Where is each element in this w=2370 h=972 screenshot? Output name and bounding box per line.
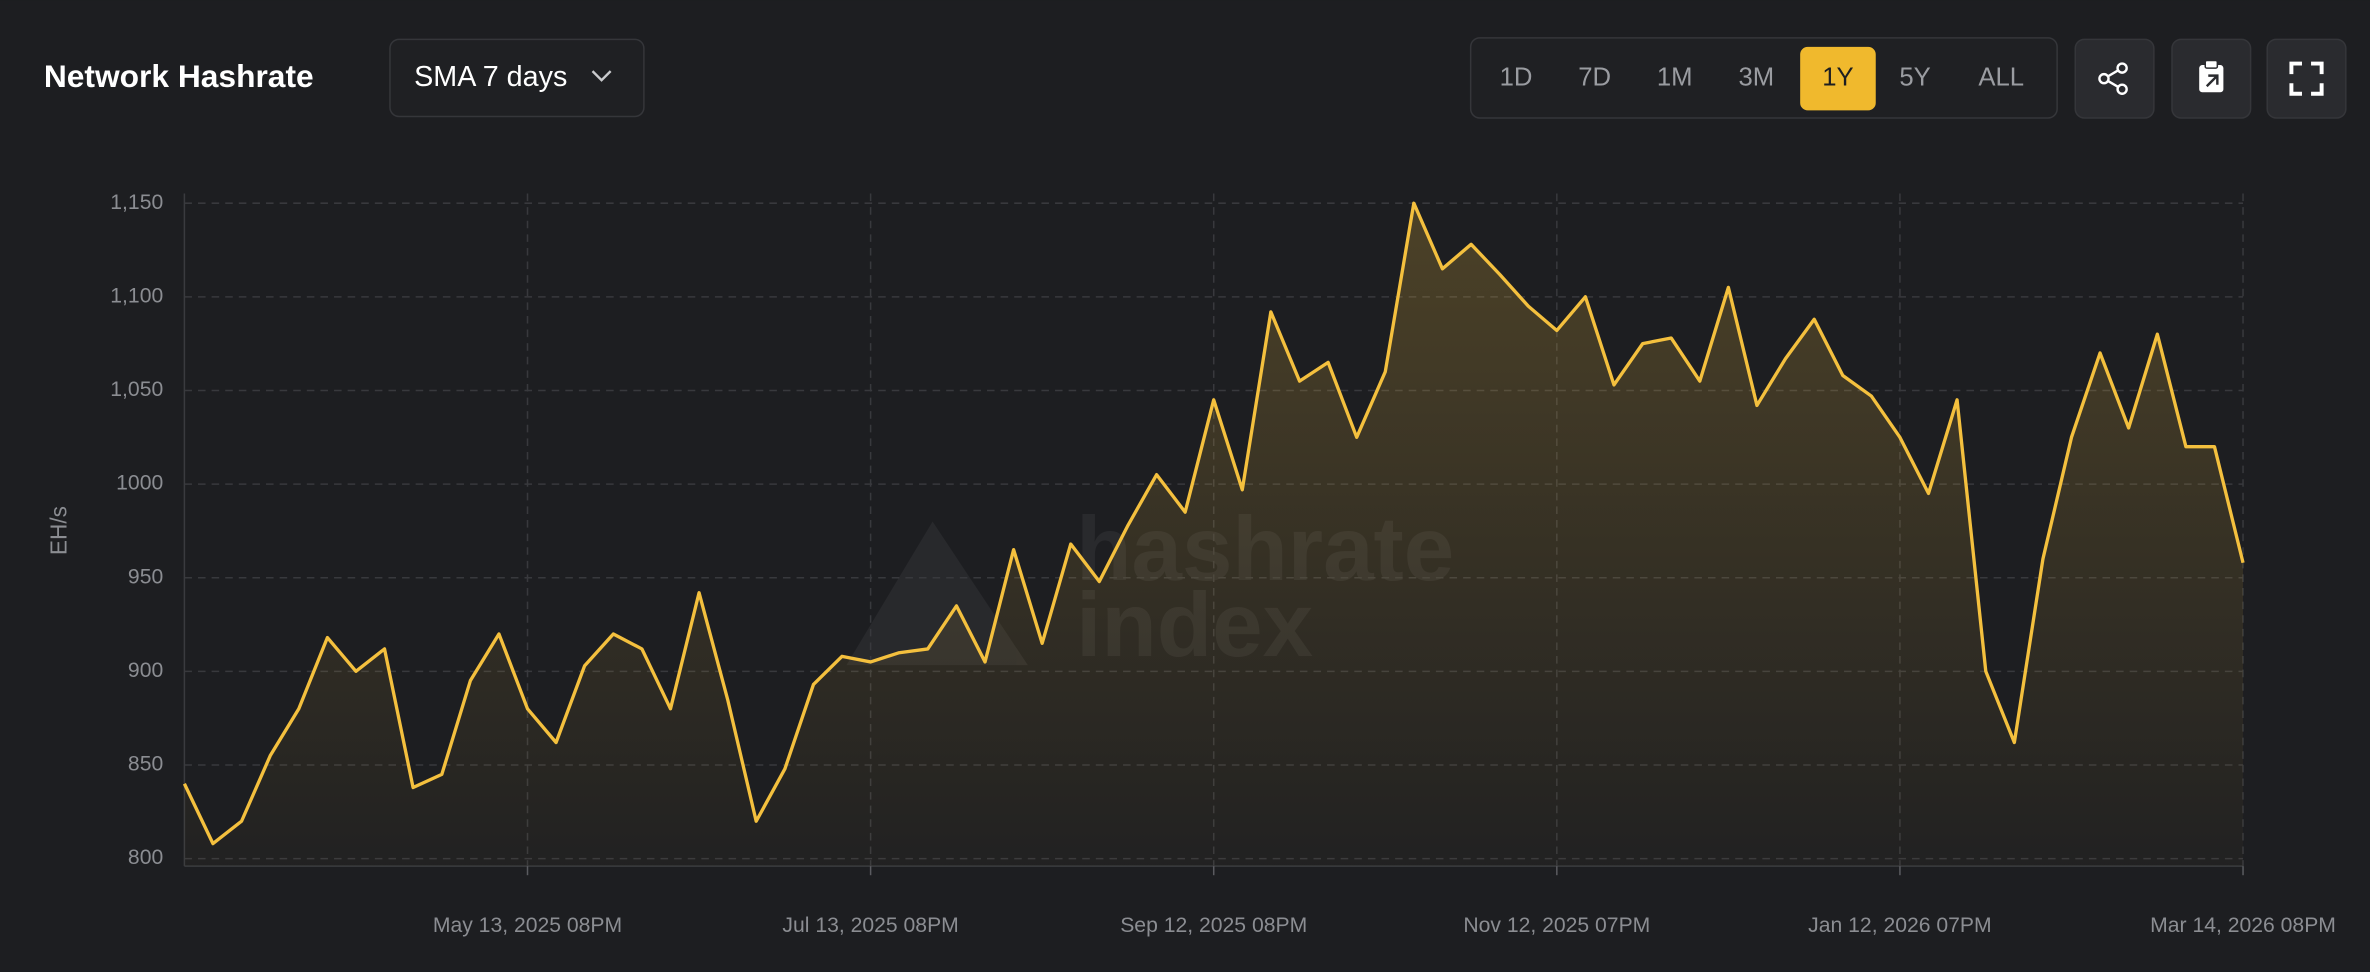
range-button[interactable]: ALL [1978, 63, 2024, 91]
area [184, 203, 2244, 867]
x-tick-label: Jan 12, 2026 07PM [1808, 914, 1992, 937]
y-tick-label: 1000 [116, 472, 163, 495]
fullscreen-box[interactable] [2266, 38, 2347, 119]
y-tick-label: 1,100 [110, 284, 163, 307]
line [182, 201, 2245, 846]
x-tick-label: Jul 13, 2025 08PM [782, 914, 958, 937]
share-box[interactable] [2074, 38, 2155, 119]
copy-icon [2199, 65, 2224, 93]
watermark-logo [846, 521, 1028, 666]
x-tick-label: Sep 12, 2025 08PM [1120, 914, 1307, 937]
dropdown[interactable]: SMA 7 days [389, 38, 645, 118]
y-axis-label: EH/s [45, 506, 71, 555]
range-button[interactable]: 1Y [1822, 63, 1853, 91]
dropdown-label[interactable]: SMA 7 days [414, 61, 567, 93]
range-button[interactable]: 1D [1500, 63, 1533, 91]
y-tick-label: 850 [128, 753, 163, 776]
y-tick-label: 1,050 [110, 378, 163, 401]
range-button[interactable]: 3M [1738, 63, 1774, 91]
range-active [1800, 46, 1876, 111]
share-icon [2098, 62, 2128, 95]
dropdown-box[interactable] [389, 38, 645, 118]
range-button[interactable]: 7D [1578, 63, 1611, 91]
copy-button[interactable] [2171, 38, 2252, 119]
x-tick-label: May 13, 2025 08PM [433, 914, 622, 937]
y-tick-label: 900 [128, 659, 163, 682]
range-button[interactable]: 5Y [1899, 63, 1930, 91]
y-tick-label: 800 [128, 846, 163, 869]
fullscreen-button[interactable] [2266, 38, 2347, 119]
fullscreen-icon [2289, 61, 2324, 96]
chart-title: Network Hashrate [44, 58, 314, 94]
y-tick-label: 1,150 [110, 191, 163, 214]
chevron [591, 70, 612, 82]
copy-icon-clip [2204, 59, 2219, 69]
y-tick-label: 950 [128, 565, 163, 588]
share-button[interactable] [2074, 38, 2155, 119]
copy-icon-arrow [2205, 74, 2219, 88]
range-button[interactable]: 1M [1657, 63, 1693, 91]
x-tick-label: Mar 14, 2026 08PM [2150, 914, 2336, 937]
x-tick-label: Nov 12, 2025 07PM [1463, 914, 1650, 937]
range-group [1469, 37, 2058, 119]
